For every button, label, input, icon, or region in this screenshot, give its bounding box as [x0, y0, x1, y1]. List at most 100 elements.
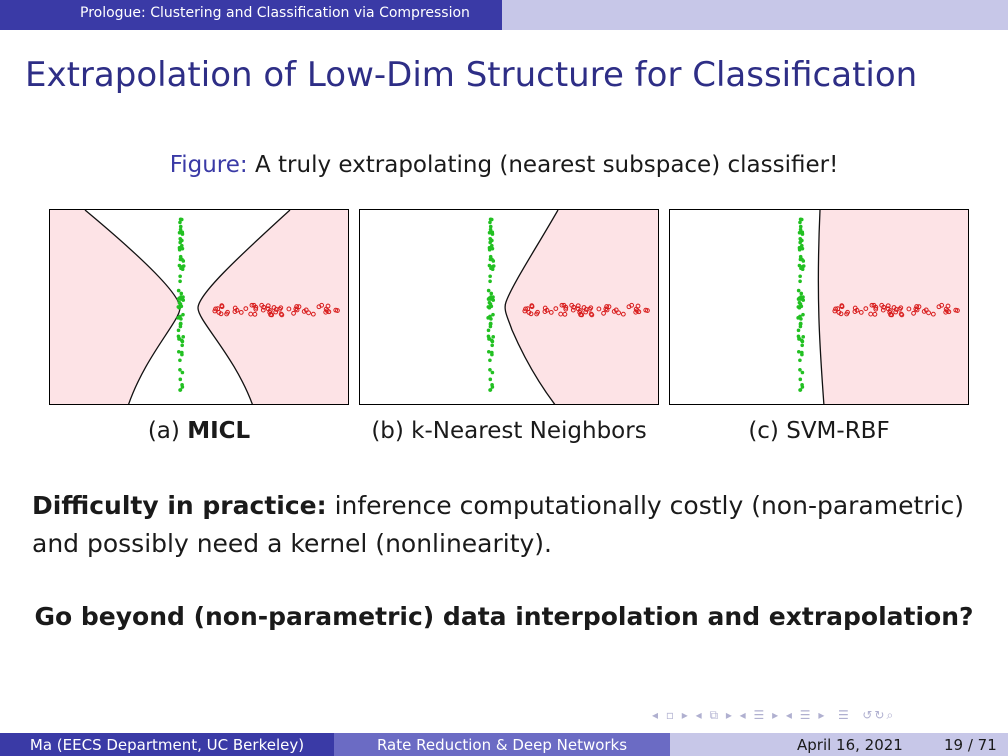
red-point	[535, 309, 540, 315]
green-point	[180, 246, 185, 251]
red-point	[601, 310, 606, 316]
green-point	[488, 302, 493, 306]
red-point	[279, 312, 285, 318]
green-point	[799, 217, 804, 222]
red-point	[570, 307, 576, 313]
difficulty-lead: Difficulty in practice:	[32, 491, 327, 520]
green-point	[178, 377, 183, 382]
green-point	[488, 388, 493, 392]
red-point	[253, 306, 259, 312]
red-point	[923, 307, 929, 313]
panel-svm	[669, 209, 969, 405]
footer-title-bar	[334, 733, 670, 756]
green-point	[179, 291, 184, 296]
green-point	[488, 257, 493, 262]
green-point	[178, 224, 183, 229]
green-point	[796, 349, 801, 354]
green-point	[181, 312, 185, 317]
green-point	[800, 339, 805, 344]
red-point	[879, 302, 885, 308]
header-right-bar	[502, 0, 1008, 30]
red-point	[944, 308, 950, 314]
micl-red-points	[212, 302, 340, 318]
green-point	[488, 358, 492, 363]
green-point	[178, 367, 182, 372]
red-point	[836, 310, 842, 315]
green-point	[798, 279, 802, 284]
green-point	[801, 298, 806, 302]
green-point	[178, 302, 183, 306]
red-point	[216, 310, 222, 315]
subcaption-micl-tag: (a)	[147, 418, 180, 444]
green-point	[797, 230, 802, 235]
green-point	[178, 220, 182, 225]
red-point	[296, 304, 302, 310]
green-point	[179, 266, 183, 271]
green-point	[488, 224, 493, 229]
red-point	[260, 307, 266, 313]
red-point	[213, 306, 218, 312]
green-point	[181, 264, 186, 268]
red-point	[603, 306, 609, 312]
knn-red-points	[522, 302, 650, 318]
green-point	[178, 388, 183, 392]
red-point	[558, 311, 564, 317]
red-point	[526, 310, 532, 315]
subcaption-knn-tag: (b)	[371, 418, 404, 444]
red-point	[333, 307, 339, 313]
red-point	[839, 304, 845, 310]
red-point	[581, 305, 587, 310]
red-point	[604, 304, 610, 309]
red-point	[906, 306, 912, 312]
green-point	[799, 321, 803, 326]
difficulty-text: inference computationally costly (non-pa…	[32, 491, 965, 558]
green-point	[798, 302, 803, 306]
red-point	[916, 304, 922, 310]
red-point	[523, 306, 528, 312]
green-point	[486, 316, 490, 320]
red-point	[563, 304, 569, 310]
footer-date-bar	[670, 733, 1008, 756]
red-point	[583, 309, 589, 315]
red-point	[588, 305, 594, 311]
red-point	[522, 308, 528, 314]
green-point	[488, 220, 492, 225]
green-point	[491, 335, 496, 339]
green-point	[490, 339, 495, 344]
green-point	[487, 263, 492, 268]
green-point	[799, 266, 803, 271]
green-point	[799, 291, 804, 296]
red-point	[249, 302, 255, 308]
red-point	[887, 308, 893, 313]
green-point	[796, 316, 800, 320]
green-point	[180, 350, 184, 355]
red-point	[273, 309, 279, 315]
green-point	[178, 227, 183, 232]
green-point	[488, 274, 492, 279]
green-point	[800, 343, 804, 348]
red-point	[858, 309, 864, 315]
green-point	[489, 321, 493, 326]
subcaption-micl: (a) MICL	[49, 418, 349, 444]
green-point	[798, 274, 802, 279]
section-label[interactable]: Prologue: Clustering and Classification …	[80, 5, 470, 21]
red-point	[852, 309, 858, 314]
red-point	[613, 307, 619, 313]
green-point	[489, 291, 494, 296]
red-point	[629, 302, 635, 308]
green-point	[490, 383, 494, 387]
knn-boundary	[504, 210, 559, 404]
green-point	[490, 343, 494, 348]
beamer-navigation-icons[interactable]: ◂ ▫ ▸ ◂ ⧉ ▸ ◂ ☰ ▸ ◂ ☰ ▸ ☰ ↺↻⌕	[652, 708, 896, 722]
svm-red-region	[818, 210, 968, 404]
footer-title: Rate Reduction & Deep Networks	[376, 736, 628, 754]
red-point	[291, 310, 296, 316]
green-point	[798, 257, 803, 262]
red-point	[833, 306, 838, 312]
red-point	[324, 308, 330, 314]
green-point	[797, 263, 802, 268]
red-point	[212, 308, 218, 314]
green-point	[487, 245, 492, 250]
green-point	[180, 370, 185, 375]
figure-caption: Figure: A truly extrapolating (nearest s…	[0, 152, 1008, 178]
